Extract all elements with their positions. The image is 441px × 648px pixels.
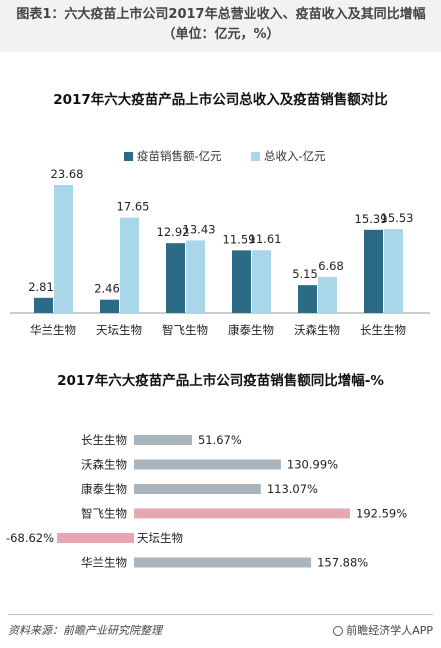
bar-vaccine-sales — [298, 285, 317, 313]
category-label: 天坛生物 — [96, 323, 142, 337]
category-label: 沃森生物 — [294, 323, 340, 337]
data-label: 15.53 — [381, 211, 414, 225]
legend-swatch-total-income — [251, 151, 260, 161]
category-label: 智飞生物 — [81, 507, 127, 521]
footer: 资料来源：前瞻产业研究院整理 前瞻经济学人APP — [0, 614, 441, 648]
bar-total-income — [318, 276, 337, 313]
data-label: 13.43 — [183, 222, 216, 236]
category-label: 长生生物 — [360, 323, 406, 337]
category-label: 康泰生物 — [81, 482, 127, 496]
data-label: 2.46 — [94, 282, 120, 296]
hbar — [134, 557, 312, 568]
brand-name: 前瞻经济学人APP — [346, 624, 433, 637]
data-label: 130.99% — [287, 458, 338, 472]
bar-vaccine-sales — [34, 297, 53, 313]
chart1-title: 2017年六大疫苗产品上市公司总收入及疫苗销售额对比 — [53, 92, 388, 108]
bar-total-income — [120, 217, 139, 313]
bar-total-income — [252, 250, 271, 313]
footer-divider — [8, 614, 433, 615]
brand-credit: 前瞻经济学人APP — [333, 622, 433, 638]
bar-total-income — [186, 240, 205, 313]
data-label: 11.61 — [249, 232, 282, 246]
data-label: 15.39 — [355, 212, 388, 226]
chart1-legend: 疫苗销售额-亿元 总收入-亿元 — [0, 148, 441, 164]
bar-vaccine-sales — [364, 229, 383, 313]
category-label: 沃森生物 — [81, 458, 127, 472]
hbar — [134, 508, 350, 519]
legend-swatch-vaccine-sales — [124, 151, 133, 161]
bar-vaccine-sales — [232, 250, 251, 313]
legend-label-total-income: 总收入-亿元 — [264, 149, 326, 163]
bar-total-income — [384, 229, 403, 313]
category-label: 康泰生物 — [228, 323, 274, 337]
legend-label-vaccine-sales: 疫苗销售额-亿元 — [137, 149, 222, 163]
data-label: 17.65 — [117, 200, 150, 214]
data-label: 11.59 — [223, 232, 256, 246]
hbar — [57, 533, 134, 543]
data-label: 23.68 — [51, 167, 84, 181]
category-label: 长生生物 — [81, 433, 127, 447]
source-note: 资料来源：前瞻产业研究院整理 — [8, 624, 162, 637]
legend-item-total-income: 总收入-亿元 — [251, 148, 326, 164]
category-label: 智飞生物 — [162, 323, 208, 337]
bar-vaccine-sales — [166, 243, 185, 313]
hbar — [134, 435, 192, 445]
data-label: 6.68 — [318, 259, 344, 273]
brand-logo-icon — [333, 626, 344, 636]
figure-header: 图表1：六大疫苗上市公司2017年总营业收入、疫苗收入及其同比增幅（单位：亿元，… — [0, 0, 441, 52]
chart2-title: 2017年六大疫苗产品上市公司疫苗销售额同比增幅-% — [57, 373, 384, 389]
figure-title: 图表1：六大疫苗上市公司2017年总营业收入、疫苗收入及其同比增幅（单位：亿元，… — [16, 7, 426, 42]
data-label: 5.15 — [292, 267, 318, 281]
category-label: 天坛生物 — [137, 531, 183, 545]
hbar — [134, 484, 261, 494]
data-label: -68.62% — [6, 531, 54, 545]
hbar — [134, 459, 281, 470]
bar-total-income — [54, 185, 73, 313]
data-label: 12.92 — [157, 225, 190, 239]
data-label: 157.88% — [317, 556, 368, 570]
legend-item-vaccine-sales: 疫苗销售额-亿元 — [124, 148, 222, 164]
data-label: 2.81 — [28, 280, 54, 294]
data-label: 192.59% — [356, 507, 407, 521]
bar-vaccine-sales — [100, 299, 119, 313]
data-label: 113.07% — [267, 482, 318, 496]
category-label: 华兰生物 — [81, 556, 127, 570]
data-label: 51.67% — [198, 433, 242, 447]
category-label: 华兰生物 — [30, 323, 76, 337]
